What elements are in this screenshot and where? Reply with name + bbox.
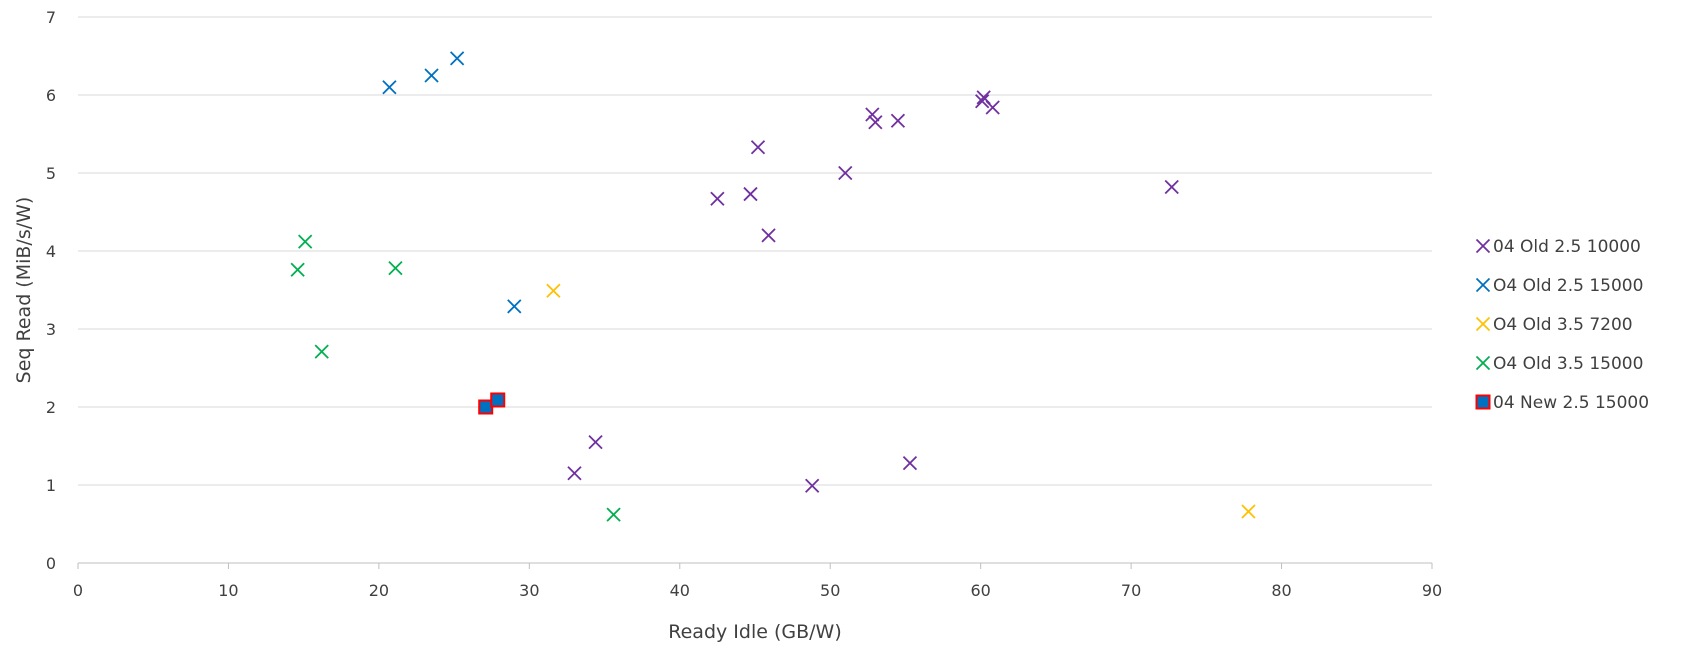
series-0-points — [567, 90, 1179, 493]
x-tick-label: 40 — [670, 581, 690, 600]
legend-item: 04 Old 2.5 10000 — [1475, 237, 1641, 257]
data-point — [743, 186, 758, 202]
data-point — [902, 456, 918, 471]
legend-marker — [1475, 394, 1491, 410]
y-axis-tick-labels: 0 1 2 3 4 5 6 7 — [46, 8, 56, 573]
data-point — [750, 140, 766, 155]
y-tick-label: 4 — [46, 242, 56, 261]
data-point — [388, 261, 403, 276]
y-axis-title: Seq Read (MiB/s/W) — [13, 197, 35, 384]
x-tick-label: 30 — [519, 581, 539, 600]
legend-item: O4 Old 3.5 15000 — [1475, 354, 1643, 374]
series-2-points — [546, 283, 1256, 519]
data-point — [805, 478, 820, 493]
x-tick-label: 20 — [369, 581, 389, 600]
data-point — [1241, 504, 1256, 519]
data-point — [449, 51, 465, 66]
data-point — [424, 68, 439, 83]
data-point — [975, 94, 990, 109]
x-tick-label: 70 — [1121, 581, 1141, 600]
data-point — [710, 191, 725, 206]
data-point — [290, 262, 305, 277]
legend-label: O4 Old 3.5 15000 — [1493, 354, 1643, 374]
legend-item: 04 New 2.5 15000 — [1475, 393, 1649, 413]
legend-marker — [1475, 238, 1491, 254]
legend-item: O4 Old 3.5 7200 — [1475, 315, 1633, 335]
y-tick-label: 6 — [46, 86, 56, 105]
gridlines — [78, 16, 1432, 486]
x-tick-label: 10 — [218, 581, 238, 600]
x-tick-label: 60 — [970, 581, 990, 600]
data-points — [290, 51, 1256, 522]
legend-marker — [1475, 355, 1491, 371]
legend-label: 04 Old 2.5 10000 — [1493, 237, 1641, 257]
series-1-points — [382, 51, 522, 314]
data-point — [298, 234, 313, 249]
y-tick-label: 2 — [46, 398, 56, 417]
axes — [77, 562, 1433, 569]
data-point — [838, 165, 853, 181]
x-tick-label: 80 — [1271, 581, 1291, 600]
data-point — [382, 80, 397, 95]
data-point — [490, 392, 506, 408]
y-tick-label: 5 — [46, 164, 56, 183]
legend-marker — [1475, 316, 1491, 332]
y-tick-label: 1 — [46, 476, 56, 495]
series-4-points — [478, 392, 506, 415]
data-point — [761, 228, 776, 243]
legend-marker — [1475, 277, 1491, 293]
y-tick-label: 3 — [46, 320, 56, 339]
x-axis-title: Ready Idle (GB/W) — [668, 621, 841, 643]
legend: 04 Old 2.5 10000 O4 Old 2.5 15000 O4 Old 3… — [1475, 237, 1649, 413]
series-3-points — [290, 234, 621, 522]
data-point — [507, 299, 522, 314]
x-tick-label: 90 — [1422, 581, 1442, 600]
y-tick-label: 0 — [46, 554, 56, 573]
legend-item: O4 Old 2.5 15000 — [1475, 276, 1643, 296]
data-point — [985, 100, 1000, 115]
legend-label: 04 New 2.5 15000 — [1493, 393, 1649, 413]
y-tick-label: 7 — [46, 8, 56, 27]
data-point — [588, 434, 603, 450]
data-point — [314, 344, 329, 359]
data-point — [606, 507, 621, 522]
legend-label: O4 Old 2.5 15000 — [1493, 276, 1643, 296]
data-point — [890, 113, 906, 128]
data-point — [546, 283, 561, 298]
x-axis-tick-labels: 0 10 20 30 40 50 60 70 80 90 — [73, 581, 1442, 600]
x-tick-label: 50 — [820, 581, 840, 600]
legend-label: O4 Old 3.5 7200 — [1493, 315, 1633, 335]
data-point — [865, 107, 880, 122]
data-point — [1164, 179, 1179, 195]
data-point — [868, 115, 883, 130]
data-point — [567, 466, 582, 481]
x-tick-label: 0 — [73, 581, 83, 600]
